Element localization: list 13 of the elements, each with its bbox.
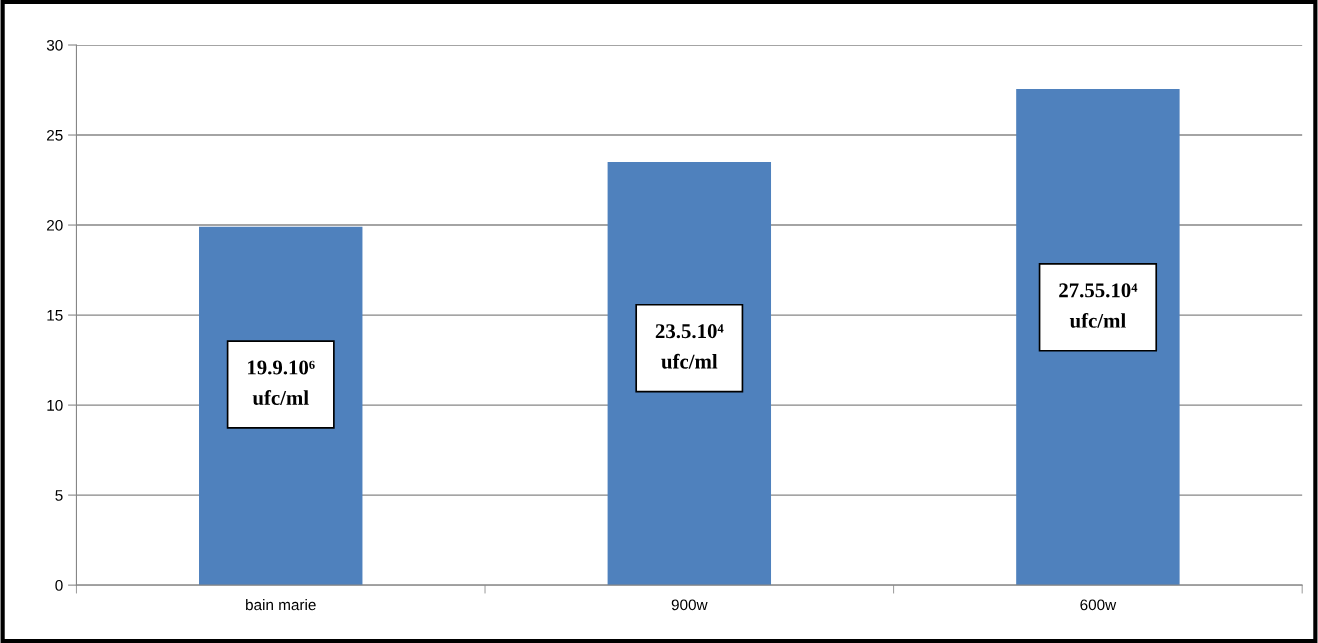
y-tick-label: 5 <box>55 490 63 501</box>
annotation: 23.5.10⁴ ufc/ml <box>655 324 724 369</box>
x-tick-label: 900w <box>671 599 708 611</box>
x-tick-label: 600w <box>1080 599 1117 611</box>
x-tick-label: bain marie <box>246 599 316 611</box>
annotation: 19.9.10⁶ ufc/ml <box>248 360 315 405</box>
y-tick-label: 15 <box>47 310 63 321</box>
y-tick-label: 0 <box>55 580 63 591</box>
y-tick-label: 25 <box>47 129 63 141</box>
y-tick-label: 10 <box>47 399 63 411</box>
y-tick-label: 30 <box>46 39 63 51</box>
annotation: 27.55.10⁴ ufc/ml <box>1059 283 1138 328</box>
y-tick-label: 20 <box>47 219 63 231</box>
